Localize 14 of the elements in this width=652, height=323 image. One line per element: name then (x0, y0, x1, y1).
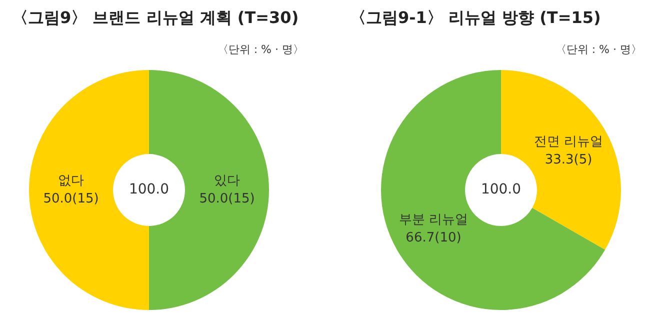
chart-title: 〈그림9〉 브랜드 리뉴얼 계획 (T=30) (12, 8, 299, 29)
chart-title: 〈그림9-1〉 리뉴얼 방향 (T=15) (350, 8, 601, 29)
text: 100.0 (480, 182, 522, 198)
data-label: 50.0(15) (43, 191, 99, 206)
slice-label: 부분 리뉴얼 (398, 212, 468, 228)
data-label: 50.0(15) (199, 191, 255, 206)
text: 100.0 (128, 182, 170, 198)
slice-label: 있다 (214, 173, 240, 188)
data-label: 33.3(5) (544, 152, 592, 168)
slice-label: 전면 리뉴얼 (534, 134, 604, 150)
slice-label: 없다 (58, 173, 84, 188)
data-label: 66.7(10) (406, 230, 462, 246)
text: 〈단위 : % · 명〉 (555, 42, 642, 57)
text: 〈단위 : % · 명〉 (217, 42, 304, 57)
